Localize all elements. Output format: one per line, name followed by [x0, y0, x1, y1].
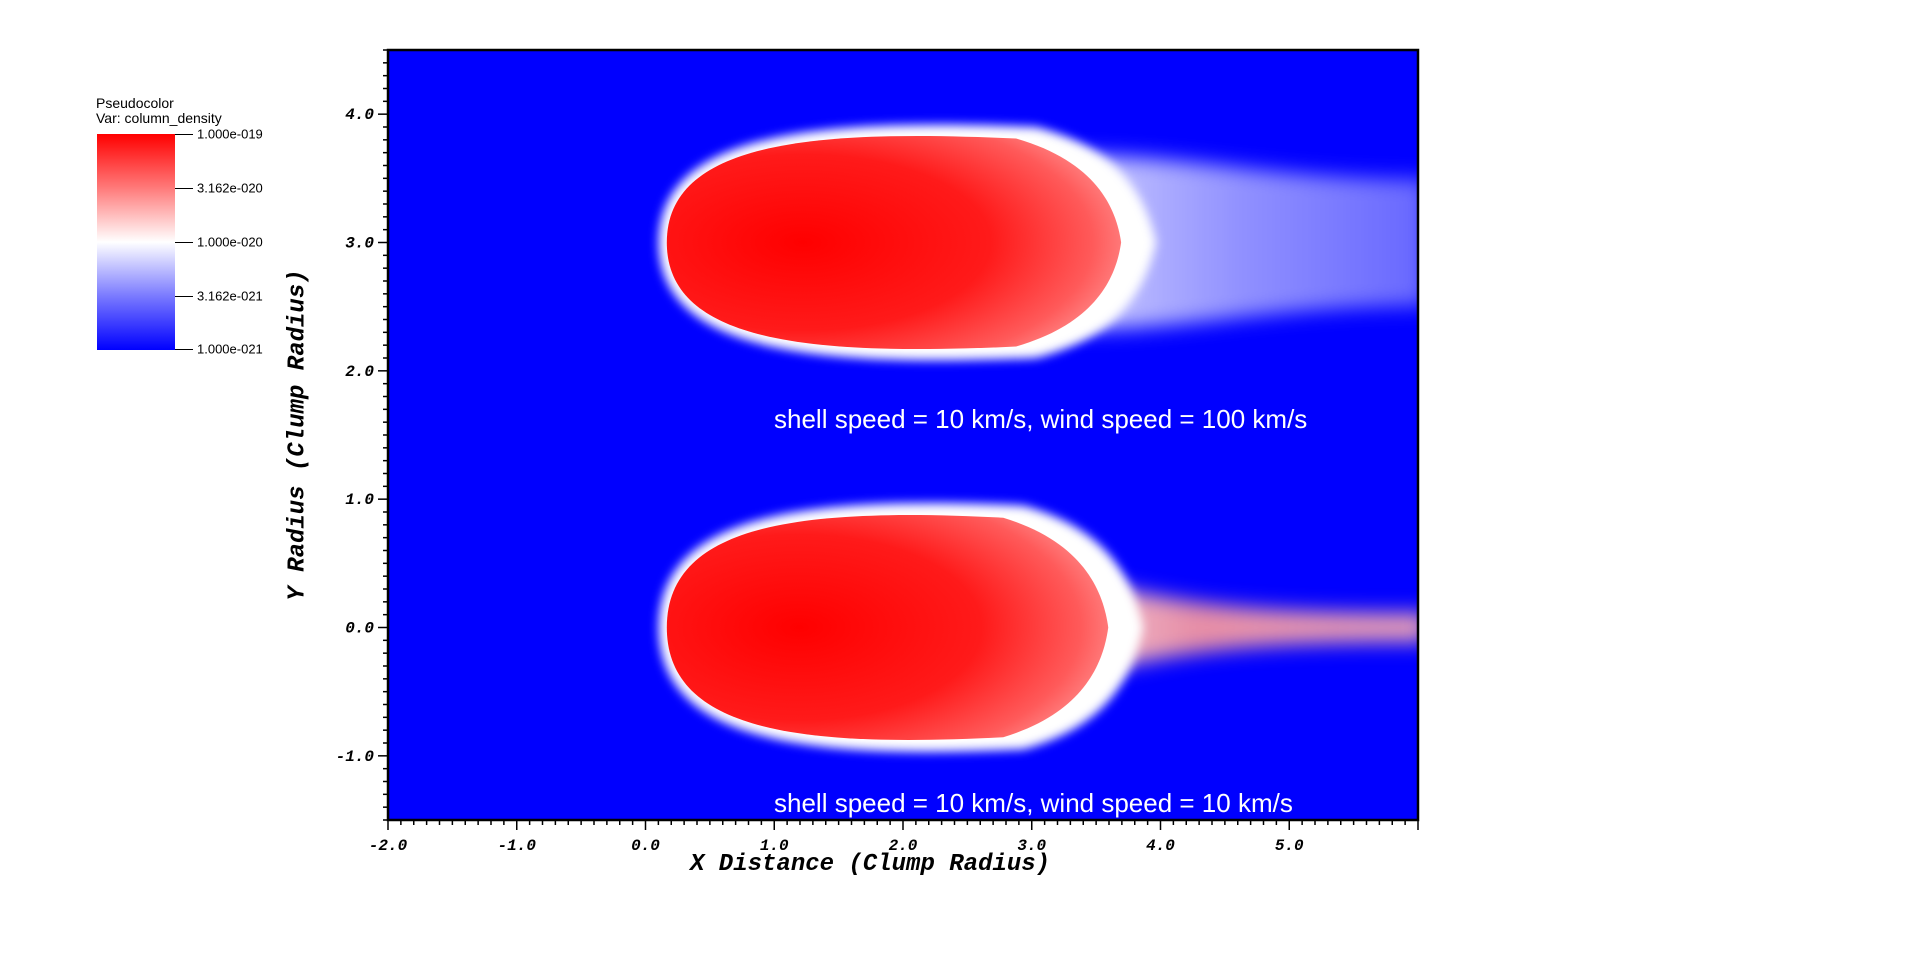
y-tick-label: 3.0 [345, 235, 374, 253]
legend-title: Pseudocolor [96, 95, 174, 111]
y-axis-label: Y Radius (Clump Radius) [284, 269, 312, 601]
legend-tick-label: 1.000e-019 [197, 126, 263, 142]
x-tick-label: 5.0 [1275, 837, 1304, 855]
colorbar [97, 134, 175, 350]
legend-tick-label: 3.162e-020 [197, 180, 263, 196]
x-tick-label: 0.0 [631, 837, 660, 855]
legend-tick-label: 3.162e-021 [197, 288, 263, 304]
legend-variable: Var: column_density [96, 110, 222, 126]
legend-tick [175, 242, 193, 243]
x-tick-label: -2.0 [369, 837, 408, 855]
legend-tick [175, 188, 193, 189]
clump-core [666, 515, 1109, 740]
legend-tick [175, 349, 193, 350]
x-tick-label: 2.0 [889, 837, 918, 855]
clump-2 [658, 503, 1418, 752]
annotation-lower: shell speed = 10 km/s, wind speed = 10 k… [774, 788, 1293, 818]
x-tick-label: -1.0 [498, 837, 537, 855]
y-tick-label: -1.0 [336, 748, 375, 766]
legend-tick-label: 1.000e-021 [197, 341, 263, 357]
y-tick-label: 4.0 [345, 106, 374, 124]
y-tick-label: 0.0 [345, 620, 374, 638]
annotation-upper: shell speed = 10 km/s, wind speed = 100 … [774, 404, 1308, 434]
legend-tick [175, 134, 193, 135]
clump-1 [658, 124, 1418, 361]
clump-core [666, 135, 1122, 350]
y-tick-label: 2.0 [345, 363, 374, 381]
x-axis-label: X Distance (Clump Radius) [690, 851, 1051, 878]
axes: -2.0 -1.0 0.0 1.0 2.0 3.0 4.0 5.0 -1.0 0.0 1.0 2.0 3… [336, 48, 1420, 855]
legend-tick-label: 1.000e-020 [197, 234, 263, 250]
y-tick-label: 1.0 [345, 491, 374, 509]
x-tick-label: 3.0 [1017, 837, 1046, 855]
x-tick-label: 4.0 [1146, 837, 1175, 855]
density-field [658, 124, 1418, 752]
legend-tick [175, 296, 193, 297]
x-tick-label: 1.0 [760, 837, 789, 855]
